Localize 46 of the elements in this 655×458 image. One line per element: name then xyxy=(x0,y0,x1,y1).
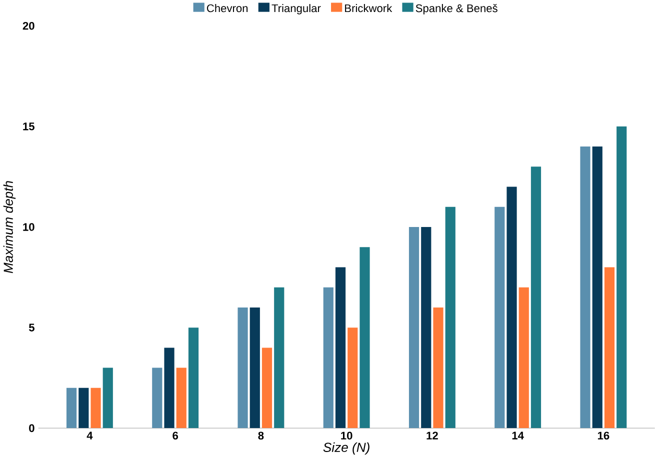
bar xyxy=(530,166,542,428)
x-tick-label: 6 xyxy=(172,432,178,440)
bar xyxy=(102,368,113,428)
bar xyxy=(164,348,174,428)
bar xyxy=(592,146,602,428)
bar xyxy=(506,186,517,428)
bar xyxy=(188,328,199,428)
y-tick-label: 10 xyxy=(23,223,34,231)
x-axis-title: Size (N) xyxy=(323,442,370,455)
bar xyxy=(335,267,346,428)
bar xyxy=(360,247,370,428)
y-tick-label: 5 xyxy=(28,324,34,332)
x-tick-label: 10 xyxy=(341,432,352,440)
bar xyxy=(348,328,358,428)
bar xyxy=(421,227,432,428)
bar xyxy=(445,206,456,428)
bar xyxy=(433,307,444,428)
bar xyxy=(604,267,615,428)
bar xyxy=(66,388,77,428)
bar xyxy=(616,126,627,428)
bar xyxy=(323,287,334,428)
bar xyxy=(90,388,101,428)
bar xyxy=(262,348,272,428)
bar xyxy=(518,287,529,428)
bar xyxy=(580,146,590,428)
bar xyxy=(176,368,186,428)
y-tick-label: 15 xyxy=(23,122,34,130)
legend-label: Triangular xyxy=(272,4,321,14)
bar xyxy=(408,227,420,428)
legend-label: Brickwork xyxy=(345,4,392,12)
x-tick-label: 8 xyxy=(258,432,264,440)
bar xyxy=(78,388,89,428)
y-tick-label: 20 xyxy=(22,22,34,30)
legend-label: Chevron xyxy=(206,4,248,12)
y-tick-label: 0 xyxy=(29,424,34,432)
bar xyxy=(274,287,284,428)
bar xyxy=(238,307,248,428)
legend-label: Spanke & Beneš xyxy=(416,4,498,14)
x-tick-label: 12 xyxy=(426,432,438,440)
x-tick-label: 14 xyxy=(512,432,524,440)
bar xyxy=(494,206,505,428)
bar xyxy=(152,368,162,428)
bar xyxy=(250,307,260,428)
y-axis-title: Maximum depth xyxy=(3,181,16,274)
x-tick-label: 16 xyxy=(598,432,610,440)
x-tick-label: 4 xyxy=(86,432,93,440)
